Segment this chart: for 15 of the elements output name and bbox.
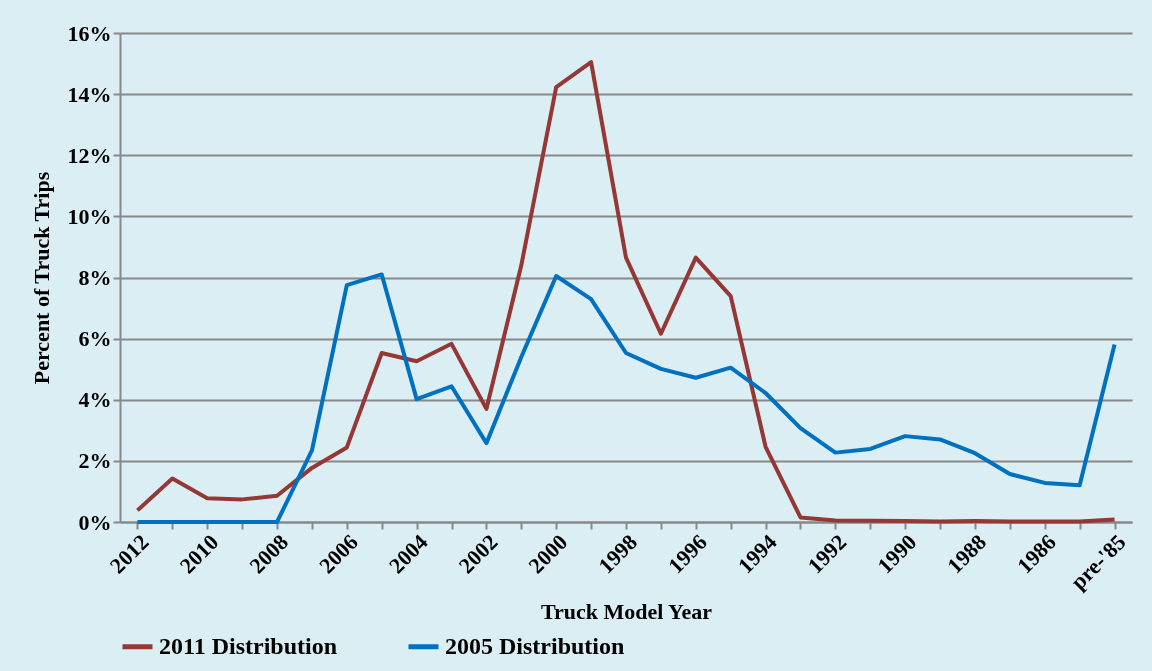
y-axis-title: Percent of Truck Trips [28,171,54,385]
y-tick-label: 10% [67,203,112,229]
legend-label: 2005 Distribution [445,632,625,659]
y-tick-label: 0% [78,509,112,535]
line-series [135,60,1117,524]
y-tick-label: 12% [67,142,112,168]
y-tick-label: 16% [67,20,112,46]
y-tick-label: 8% [78,265,112,290]
x-axis-title: Truck Model Year [540,598,713,624]
y-tick-label: 2% [78,448,112,474]
y-tick-label: 4% [78,387,112,413]
legend-label: 2011 Distribution [159,632,338,659]
y-tick-label: 14% [67,81,112,107]
line-series [135,272,1117,524]
y-tick-label: 6% [78,326,112,352]
